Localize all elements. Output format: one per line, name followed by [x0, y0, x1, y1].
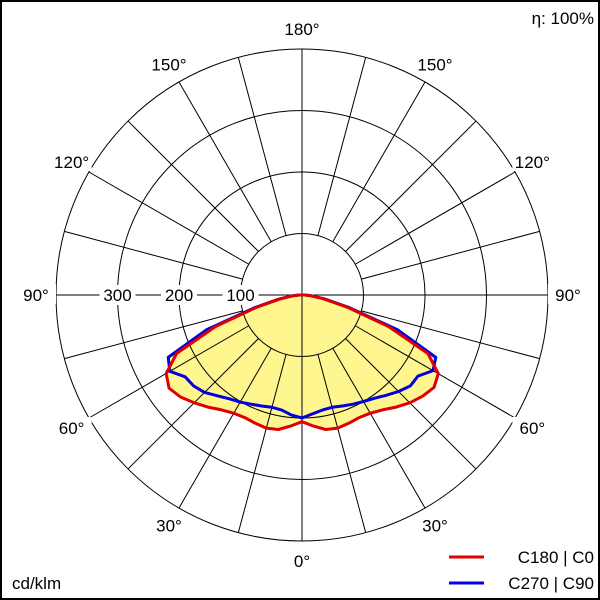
radial-gridline: [317, 57, 367, 236]
angle-label: 90°: [555, 286, 581, 305]
radial-gridline: [127, 120, 259, 252]
angle-label: 180°: [284, 20, 319, 39]
angle-label: 30°: [422, 516, 448, 535]
radial-gridline: [317, 354, 367, 533]
angle-label: 60°: [520, 419, 546, 438]
angle-label: 150°: [417, 56, 452, 75]
radial-gridline: [332, 348, 426, 509]
radial-gridline: [237, 57, 287, 236]
angle-label: 150°: [151, 56, 186, 75]
angle-label-bg: [282, 18, 322, 38]
angle-label-bg: [512, 151, 553, 171]
radial-gridline: [355, 171, 516, 265]
radial-gridline: [178, 81, 272, 242]
radial-gridline: [355, 325, 516, 419]
angle-label-bg: [512, 417, 553, 437]
angle-label-bg: [51, 417, 92, 437]
radial-gridline: [88, 171, 249, 265]
radial-tick-label: 100: [226, 286, 254, 305]
angle-label-bg: [149, 514, 189, 535]
angle-label-bg: [415, 514, 455, 535]
angle-label: 120°: [54, 153, 89, 172]
radial-gridline: [361, 310, 540, 360]
radial-gridline: [332, 81, 426, 242]
radial-tick-label: 200: [165, 286, 193, 305]
radial-gridline: [178, 348, 272, 509]
angle-label: 60°: [59, 419, 85, 438]
angle-label-bg: [16, 284, 56, 304]
radial-gridline: [345, 120, 477, 252]
angle-label-bg: [282, 550, 322, 570]
angle-label: 120°: [515, 153, 550, 172]
radial-tick-label: 300: [103, 286, 131, 305]
radial-tick-label-bg: [161, 285, 197, 305]
radial-gridline: [64, 230, 243, 280]
radial-tick-label-bg: [99, 285, 136, 305]
radial-gridline: [64, 310, 243, 360]
radial-tick-label-bg: [222, 285, 259, 305]
angle-label: 30°: [156, 516, 182, 535]
angle-label-bg: [51, 151, 92, 171]
angle-label-bg: [548, 284, 588, 304]
angle-label: 90°: [23, 286, 49, 305]
angle-label: 0°: [294, 552, 310, 571]
angle-label-bg: [415, 53, 455, 74]
radial-gridline: [237, 354, 287, 533]
angle-label-bg: [149, 53, 189, 74]
series-line-0: [164, 293, 440, 431]
radial-gridline: [361, 230, 540, 280]
